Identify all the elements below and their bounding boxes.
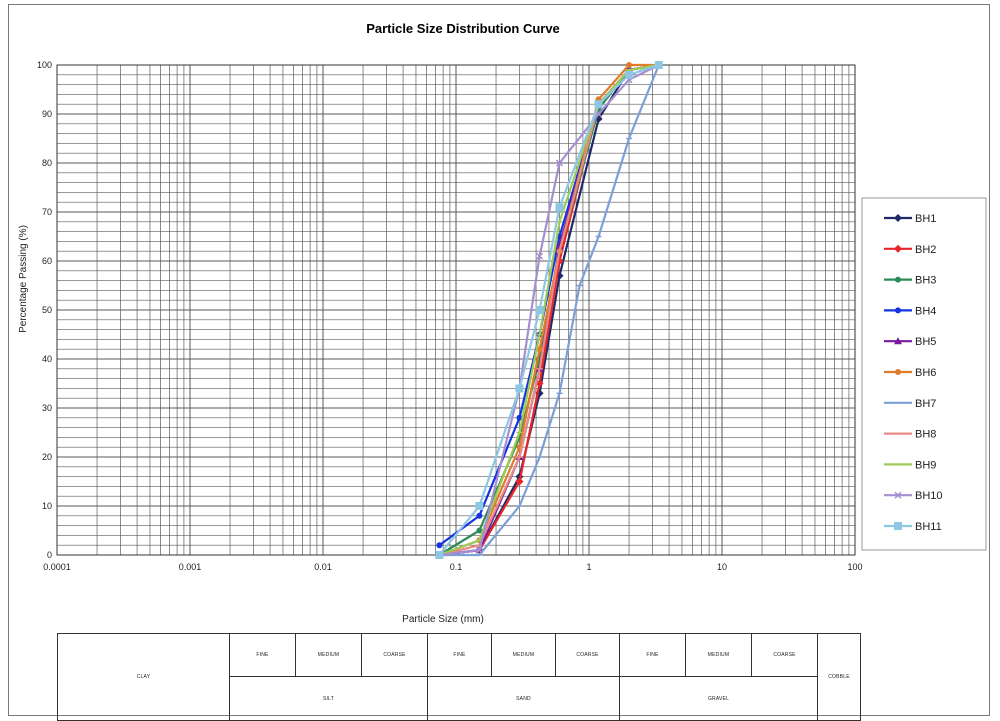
y-axis-label: Percentage Passing (%) <box>18 225 29 333</box>
gravel-cell: GRAVEL <box>619 676 818 721</box>
grid <box>56 64 856 556</box>
data-point <box>894 214 902 222</box>
data-point <box>476 512 483 519</box>
y-tick-label: 40 <box>42 354 52 364</box>
x-tick-label: 0.1 <box>450 562 463 572</box>
gravel-medium-cell: MEDIUM <box>685 633 752 677</box>
legend-label: BH4 <box>915 305 936 317</box>
legend-item-bh6: BH6 <box>884 367 936 379</box>
data-point <box>536 252 544 260</box>
cobble-cell: COBBLE <box>817 633 861 721</box>
x-axis-label: Particle Size (mm) <box>402 614 484 625</box>
data-point <box>535 306 544 314</box>
x-tick-label: 1 <box>586 562 591 572</box>
legend-label: BH2 <box>915 244 936 256</box>
silt-cell: SILT <box>229 676 428 721</box>
data-point-stroke <box>595 110 603 118</box>
legend-item-bh8: BH8 <box>884 429 936 441</box>
silt-fine-cell: FINE <box>229 633 296 677</box>
sand-cell: SAND <box>427 676 620 721</box>
data-point <box>515 477 524 486</box>
legend-label: BH11 <box>915 521 942 533</box>
data-point <box>516 414 523 421</box>
x-tick-label: 0.001 <box>179 562 202 572</box>
legend-item-bh10: BH10 <box>884 490 943 502</box>
y-tick-label: 0 <box>47 550 52 560</box>
data-point <box>536 346 543 353</box>
data-point-stroke <box>475 546 483 554</box>
legend-label: BH10 <box>915 490 943 502</box>
legend-item-bh5: BH5 <box>884 336 936 348</box>
data-point <box>895 307 901 314</box>
legend-label: BH9 <box>915 459 936 471</box>
y-tick-label: 10 <box>42 501 52 511</box>
x-tick-label: 0.0001 <box>43 562 71 572</box>
series-line <box>439 64 660 557</box>
legend-item-bh9: BH9 <box>884 459 936 471</box>
data-point <box>475 502 484 510</box>
data-point <box>475 546 483 554</box>
x-tick-label: 0.01 <box>314 562 332 572</box>
legend-label: BH3 <box>915 275 936 287</box>
data-point <box>654 61 663 69</box>
legend: BH1 BH2 BH3 BH4 BH5 BH6 BH7 BH8 BH9 BH10 BH11 <box>861 197 987 551</box>
data-point <box>515 384 524 393</box>
legend-item-bh3: BH3 <box>884 275 936 287</box>
legend-label: BH5 <box>915 336 936 348</box>
data-point <box>894 491 902 499</box>
legend-item-bh2: BH2 <box>884 244 936 256</box>
data-point <box>435 551 444 559</box>
legend-label: BH6 <box>915 367 936 379</box>
y-tick-label: 100 <box>37 60 52 70</box>
data-point-stroke <box>555 159 564 167</box>
soil-classification-table: CLAY FINE MEDIUM COARSE FINE MEDIUM COAR… <box>57 633 861 721</box>
data-point <box>555 203 564 212</box>
data-point <box>894 244 902 253</box>
sand-fine-cell: FINE <box>427 633 492 677</box>
y-tick-label: 80 <box>42 158 52 168</box>
data-point <box>895 369 901 375</box>
legend-item-bh4: BH4 <box>884 305 936 317</box>
chart-title: Particle Size Distribution Curve <box>366 21 560 36</box>
series-line <box>438 63 660 556</box>
data-point-stroke <box>536 252 544 260</box>
series-bh11 <box>435 61 663 559</box>
gravel-fine-cell: FINE <box>619 633 686 677</box>
x-tick-label: 10 <box>717 562 727 572</box>
y-tick-label: 60 <box>42 256 52 266</box>
y-tick-label: 70 <box>42 207 52 217</box>
legend-box <box>861 197 987 551</box>
y-tick-label: 30 <box>42 403 52 413</box>
series <box>435 61 663 559</box>
sand-medium-cell: MEDIUM <box>491 633 556 677</box>
x-tick-label: 100 <box>847 562 862 572</box>
data-point <box>895 276 901 283</box>
legend-label: BH8 <box>915 429 936 441</box>
data-point-stroke <box>894 491 902 499</box>
y-tick-label: 20 <box>42 452 52 462</box>
y-tick-label: 90 <box>42 109 52 119</box>
y-tick-label: 50 <box>42 305 52 315</box>
legend-item-bh11: BH11 <box>884 521 942 533</box>
silt-coarse-cell: COARSE <box>361 633 428 677</box>
legend-label: BH1 <box>915 213 936 225</box>
silt-medium-cell: MEDIUM <box>295 633 362 677</box>
data-point <box>894 337 902 345</box>
data-point <box>555 159 564 167</box>
legend-item-bh7: BH7 <box>884 398 936 410</box>
legend-item-bh1: BH1 <box>884 213 936 225</box>
sand-coarse-cell: COARSE <box>555 633 620 677</box>
data-point <box>436 542 443 549</box>
data-point <box>894 522 902 530</box>
legend-label: BH7 <box>915 398 936 410</box>
clay-cell: CLAY <box>57 633 230 721</box>
data-point <box>626 62 633 68</box>
data-point <box>625 70 634 79</box>
gravel-coarse-cell: COARSE <box>751 633 818 677</box>
data-point <box>594 100 603 109</box>
data-point <box>476 527 483 534</box>
